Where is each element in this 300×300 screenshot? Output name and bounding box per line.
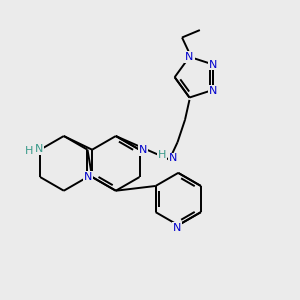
Text: H: H	[158, 150, 166, 160]
Text: N: N	[34, 144, 43, 154]
Text: N: N	[84, 172, 92, 182]
Text: N: N	[172, 223, 181, 232]
Text: N: N	[139, 145, 148, 155]
Text: N: N	[209, 86, 218, 96]
Text: N: N	[185, 52, 194, 62]
Text: H: H	[25, 146, 33, 156]
Text: N: N	[209, 60, 218, 70]
Text: N: N	[169, 154, 177, 164]
